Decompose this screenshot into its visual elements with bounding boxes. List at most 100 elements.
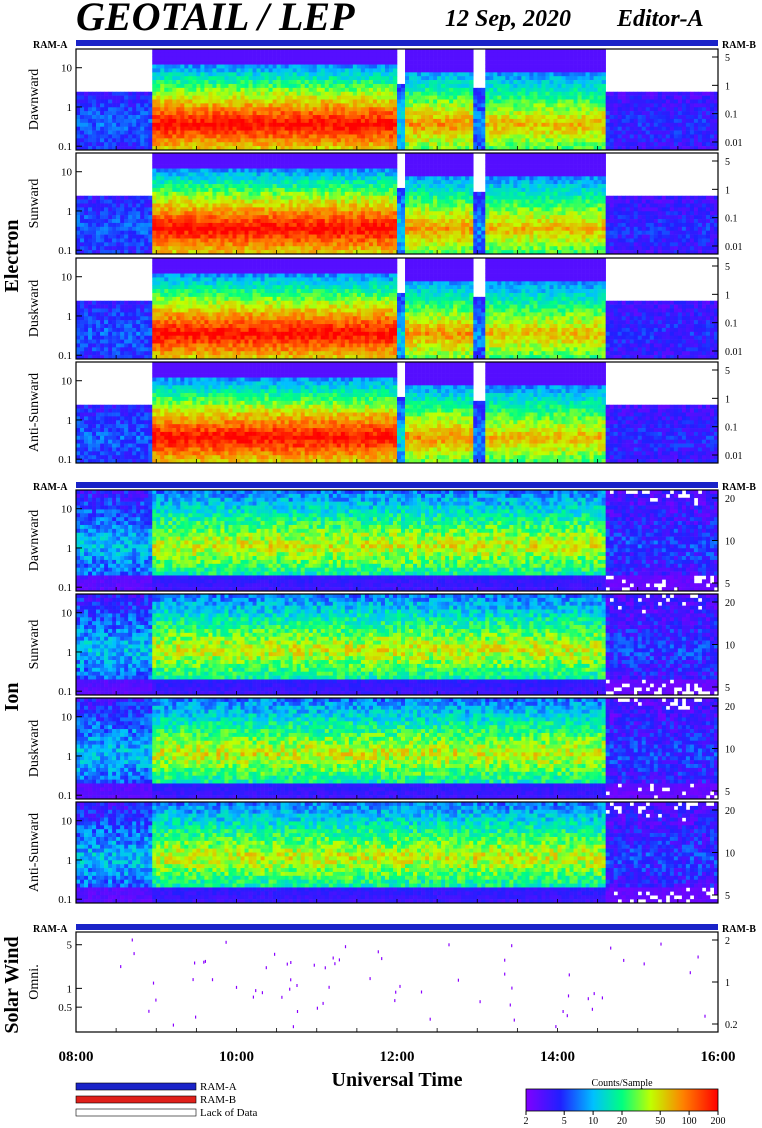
spectrogram-cell: [212, 142, 217, 147]
spectrogram-cell: [573, 60, 578, 65]
spectrogram-cell: [549, 99, 554, 104]
spectrogram-cell: [549, 87, 554, 93]
spectrogram-cell: [152, 60, 157, 65]
spectrogram-cell: [485, 91, 490, 96]
spectrogram-cell: [300, 153, 306, 158]
spectrogram-cell: [288, 222, 293, 228]
spectrogram-cell: [164, 72, 169, 77]
spectrogram-cell: [76, 111, 81, 116]
spectrogram-cell: [200, 76, 205, 81]
spectrogram-cell: [388, 95, 394, 100]
spectrogram-cell: [585, 76, 590, 81]
spectrogram-cell: [160, 199, 165, 204]
spectrogram-cell: [685, 118, 691, 124]
spectrogram-cell: [505, 72, 510, 77]
spectrogram-cell: [244, 160, 249, 165]
spectrogram-cell: [633, 142, 639, 147]
spectrogram-cell: [557, 95, 562, 100]
spectrogram-cell: [244, 242, 249, 247]
spectrogram-cell: [324, 142, 330, 147]
spectrogram-cell: [272, 164, 277, 169]
spectrogram-cell: [525, 60, 530, 65]
spectrogram-cell: [569, 118, 574, 124]
spectrogram-cell: [613, 134, 618, 139]
spectrogram-cell: [124, 226, 129, 231]
spectrogram-cell: [593, 52, 598, 58]
spectrogram-cell: [260, 226, 265, 231]
spectrogram-cell: [120, 234, 125, 239]
spectrogram-cell: [224, 156, 229, 162]
spectrogram-cell: [549, 76, 554, 81]
spectrogram-cell: [713, 130, 719, 135]
spectrogram-cell: [713, 138, 719, 143]
spectrogram-cell: [469, 118, 474, 124]
spectrogram-cell: [176, 156, 181, 162]
spectrogram-cell: [521, 130, 526, 135]
spectrogram-cell: [164, 156, 169, 162]
spectrogram-cell: [224, 52, 229, 58]
spectrogram-cell: [300, 234, 306, 239]
spectrogram-cell: [236, 134, 241, 139]
spectrogram-cell: [437, 118, 442, 124]
spectrogram-cell: [521, 87, 526, 93]
spectrogram-cell: [581, 87, 586, 93]
spectrogram-cell: [204, 207, 209, 212]
spectrogram-cell: [449, 130, 454, 135]
spectrogram-cell: [216, 226, 221, 231]
spectrogram-cell: [276, 126, 281, 131]
spectrogram-cell: [172, 156, 177, 162]
spectrogram-cell: [280, 76, 285, 81]
spectrogram-cell: [132, 115, 137, 120]
spectrogram-cell: [172, 103, 177, 108]
spectrogram-cell: [697, 103, 703, 108]
spectrogram-cell: [384, 130, 390, 135]
spectrogram-cell: [441, 130, 446, 135]
spectrogram-cell: [236, 226, 241, 231]
spectrogram-cell: [308, 242, 314, 247]
spectrogram-cell: [164, 111, 169, 116]
spectrogram-cell: [152, 246, 157, 251]
spectrogram-cell: [244, 184, 249, 189]
spectrogram-cell: [260, 153, 265, 158]
spectrogram-cell: [388, 99, 394, 104]
spectrogram-cell: [681, 111, 687, 116]
spectrogram-cell: [557, 134, 562, 139]
spectrogram-cell: [180, 134, 185, 139]
spectrogram-cell: [445, 146, 450, 151]
spectrogram-cell: [112, 115, 117, 120]
spectrogram-cell: [477, 142, 482, 147]
spectrogram-cell: [76, 99, 81, 104]
spectrogram-cell: [180, 191, 185, 197]
spectrogram-cell: [437, 138, 442, 143]
spectrogram-cell: [224, 118, 229, 124]
spectrogram-cell: [288, 126, 293, 131]
spectrogram-cell: [661, 126, 667, 131]
spectrogram-cell: [260, 91, 265, 96]
spectrogram-cell: [529, 111, 534, 116]
spectrogram-cell: [497, 103, 502, 108]
spectrogram-cell: [617, 111, 622, 116]
spectrogram-cell: [445, 103, 450, 108]
spectrogram-cell: [368, 142, 374, 147]
spectrogram-cell: [80, 111, 85, 116]
spectrogram-cell: [292, 153, 297, 158]
spectrogram-cell: [288, 168, 293, 173]
spectrogram-cell: [268, 103, 273, 108]
spectrogram-cell: [429, 64, 434, 69]
spectrogram-cell: [693, 95, 699, 100]
spectrogram-cell: [461, 134, 466, 139]
spectrogram-cell: [224, 191, 229, 197]
spectrogram-cell: [320, 52, 326, 58]
spectrogram-cell: [264, 199, 269, 204]
spectrogram-cell: [529, 118, 534, 124]
spectrogram-cell: [160, 211, 165, 216]
spectrogram-cell: [312, 191, 318, 197]
spectrogram-cell: [96, 130, 101, 135]
spectrogram-cell: [96, 199, 101, 204]
spectrogram-cell: [304, 246, 310, 251]
spectrogram-cell: [80, 138, 85, 143]
spectrogram-cell: [473, 95, 478, 100]
spectrogram-cell: [372, 111, 378, 116]
spectrogram-cell: [537, 107, 542, 112]
spectrogram-cell: [461, 68, 466, 73]
